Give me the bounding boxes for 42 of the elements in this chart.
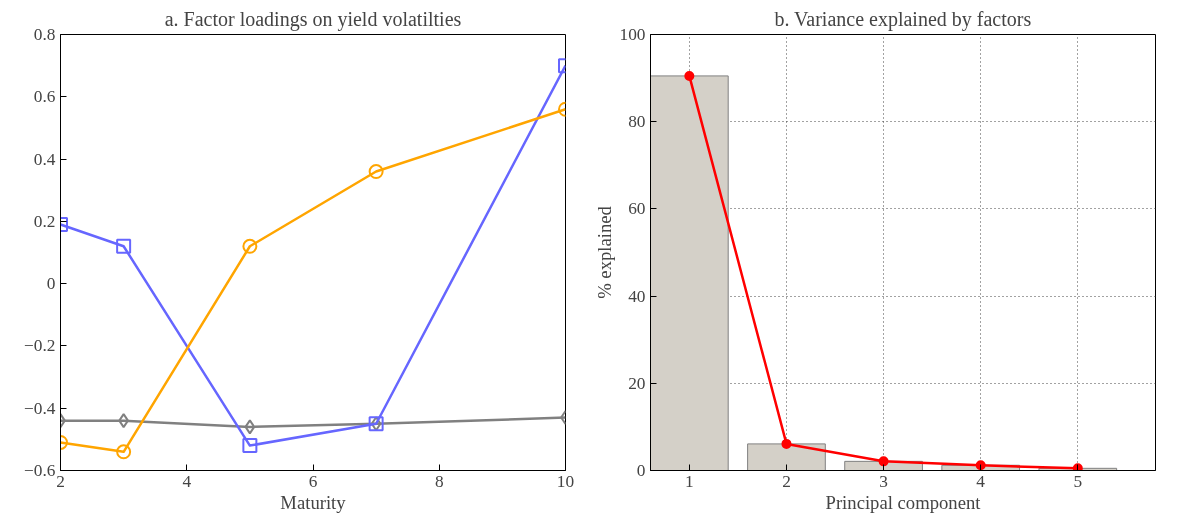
chart-title: b. Variance explained by factors — [774, 7, 1032, 31]
y-tick-label: 0 — [636, 461, 646, 480]
y-tick-label: −0.2 — [24, 336, 56, 356]
y-tick-label: −0.4 — [24, 398, 56, 418]
x-tick-label: 10 — [556, 471, 575, 491]
point — [975, 460, 986, 471]
x-tick-label: 1 — [685, 471, 694, 491]
y-tick-label: 20 — [628, 373, 646, 393]
y-tick-label: 0.4 — [33, 149, 56, 169]
x-axis-title: Principal component — [825, 491, 982, 513]
y-tick-label: 0.6 — [33, 87, 56, 107]
x-tick-label: 4 — [976, 471, 986, 491]
point — [116, 444, 132, 460]
y-tick-label: 40 — [628, 286, 646, 306]
point — [781, 438, 792, 449]
y-tick-label: 0.8 — [33, 25, 56, 44]
y-axis-title: % explained — [593, 205, 615, 299]
x-tick-label: 5 — [1073, 471, 1083, 491]
y-tick-label: 60 — [628, 199, 646, 219]
point — [878, 456, 889, 467]
x-tick-label: 4 — [182, 471, 192, 491]
y-tick-label: 0 — [46, 274, 56, 294]
x-tick-label: 2 — [56, 471, 65, 491]
y-tick-label: 80 — [628, 112, 646, 132]
point — [242, 238, 258, 254]
y-tick-label: 0.2 — [33, 211, 56, 231]
chart-title: a. Factor loadings on yield volatilties — [164, 7, 462, 31]
point — [244, 419, 256, 435]
point — [242, 438, 258, 454]
x-axis-title: Maturity — [280, 491, 347, 513]
x-tick-label: 2 — [782, 471, 791, 491]
y-tick-label: −0.6 — [24, 461, 56, 480]
point — [684, 70, 695, 81]
y-tick-label: 100 — [619, 25, 646, 44]
point — [1072, 463, 1083, 471]
bar — [650, 75, 729, 471]
x-tick-label: 3 — [879, 471, 888, 491]
bar — [747, 443, 826, 471]
x-tick-label: 6 — [308, 471, 318, 491]
x-tick-label: 8 — [434, 471, 444, 491]
point — [368, 164, 384, 180]
point — [116, 238, 132, 254]
